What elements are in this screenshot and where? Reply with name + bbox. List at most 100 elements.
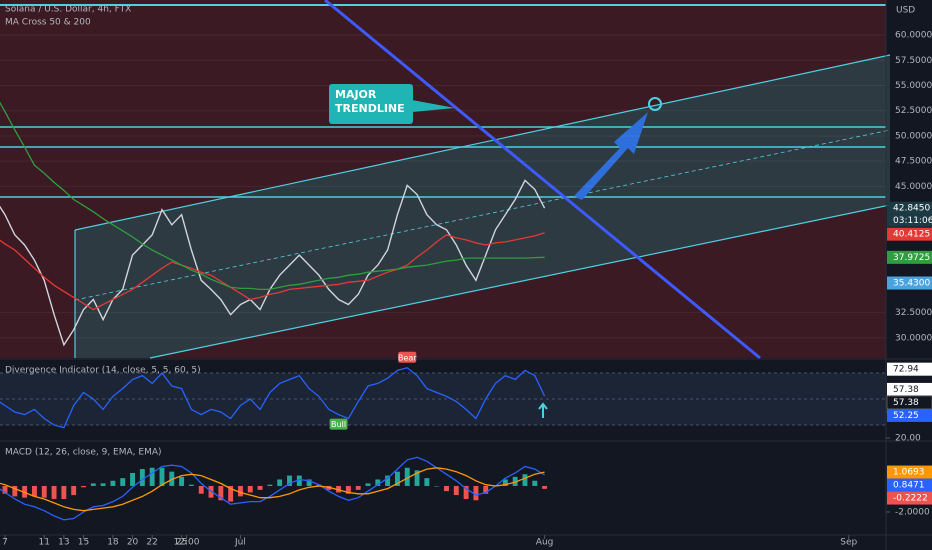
histogram-bar <box>365 483 371 486</box>
price-tag <box>887 250 932 264</box>
price-tag <box>887 382 932 396</box>
x-tick-label: Aug <box>536 538 554 548</box>
histogram-bar <box>542 485 548 489</box>
histogram-bar <box>110 480 116 486</box>
histogram-bar <box>139 469 145 486</box>
histogram-bar <box>179 476 185 486</box>
panel-title: Divergence Indicator (14, close, 5, 5, 6… <box>5 366 201 376</box>
histogram-bar <box>90 483 96 486</box>
y-tick-label: 57.5000 <box>895 56 932 66</box>
histogram-bar <box>100 483 106 486</box>
series-line <box>0 367 546 429</box>
trendline <box>324 0 761 360</box>
price-tag-label: 1.0693 <box>893 468 925 478</box>
price-tag <box>887 362 932 376</box>
histogram-bar <box>345 485 351 494</box>
histogram-bar <box>355 485 361 490</box>
series-line <box>0 232 545 311</box>
y-tick-label: 32.5000 <box>895 308 932 318</box>
histogram-bar <box>434 485 440 487</box>
histogram-bar <box>277 479 283 486</box>
price-tag-label: 72.94 <box>893 365 919 375</box>
annotation: MAJOR TRENDLINE <box>329 84 413 124</box>
price-tag-label: 57.38 <box>893 398 919 408</box>
x-tick-label: 12:00 <box>174 538 200 548</box>
histogram-bar <box>306 479 312 486</box>
histogram-bar <box>453 485 459 496</box>
y-tick-label: 30.0000 <box>895 333 932 343</box>
target <box>648 97 662 111</box>
histogram-bar <box>473 485 479 501</box>
countdown: 03:11:06 <box>893 216 932 226</box>
y-tick-label: 45.0000 <box>895 182 932 192</box>
signal-bg <box>398 351 417 363</box>
price-tag-label: 40.4125 <box>893 230 930 240</box>
histogram-bar <box>159 467 165 486</box>
histogram-bar <box>512 476 518 486</box>
histogram-bar <box>336 485 342 493</box>
histogram-bar <box>463 485 469 499</box>
price-tag <box>887 227 932 241</box>
price-tag <box>887 465 932 479</box>
price-tag-label: 37.9725 <box>893 253 930 263</box>
signal-label: Bull <box>331 420 346 429</box>
histogram-bar <box>2 485 8 494</box>
histogram-bar <box>31 485 37 497</box>
histogram-bar <box>502 479 508 486</box>
histogram-bar <box>130 472 135 486</box>
channel-fill <box>75 55 890 358</box>
x-tick-label: Sep <box>840 538 857 548</box>
x-tick-label: 13 <box>58 538 69 548</box>
series-line <box>0 467 545 512</box>
histogram-bar <box>228 485 234 502</box>
histogram-bar <box>41 485 47 498</box>
price-tag <box>887 491 932 505</box>
y-tick-label: 55.0000 <box>895 81 932 91</box>
y-tick-label: 60.0000 <box>895 31 932 41</box>
x-tick-label: Jul <box>234 538 246 548</box>
y-tick-label: -2.0000 <box>895 507 930 517</box>
histogram-bar <box>424 478 430 486</box>
x-tick-label: 11 <box>39 538 50 548</box>
histogram-bar <box>120 478 126 486</box>
y-tick-label: 50.0000 <box>895 131 932 141</box>
histogram-bar <box>61 485 67 499</box>
panel-title: MACD (12, 26, close, 9, EMA, EMA) <box>5 448 162 458</box>
signal-label: Bear <box>398 353 417 362</box>
x-tick-label: 25 <box>176 538 187 548</box>
x-tick-label: 18 <box>107 538 119 548</box>
histogram-bar <box>257 485 263 490</box>
countdown-bg <box>887 214 932 227</box>
histogram-bar <box>522 474 528 486</box>
price-tag-label: 35.4300 <box>893 279 930 289</box>
histogram-bar <box>81 485 86 488</box>
y-tick-label: 47.5000 <box>895 157 932 167</box>
chart-title: Solana / U.S. Dollar, 4h, FTX <box>5 5 131 15</box>
histogram-bar <box>267 484 273 486</box>
histogram-bar <box>71 485 77 496</box>
y-tick-label: 52.5000 <box>895 106 932 116</box>
histogram-bar <box>385 475 391 486</box>
x-tick-label: 7 <box>2 538 8 548</box>
price-tag-label: -0.2222 <box>893 494 928 504</box>
histogram-bar <box>394 471 400 486</box>
histogram-bar <box>296 475 302 486</box>
histogram-bar <box>483 485 489 494</box>
histogram-bar <box>51 485 57 499</box>
y-tick-label: 20.00 <box>895 434 921 444</box>
channel-mid <box>74 129 891 301</box>
histogram-bar <box>414 470 420 486</box>
histogram-bar <box>532 480 538 486</box>
price-tag <box>887 201 932 215</box>
up-arrow <box>538 402 548 418</box>
price-tag-label: 0.8471 <box>893 481 925 491</box>
channel-bottom <box>149 204 891 359</box>
histogram-bar <box>198 485 204 494</box>
price-tag <box>887 408 932 422</box>
chart-subtitle: MA Cross 50 & 200 <box>5 18 91 28</box>
x-tick-label: 22 <box>146 538 157 548</box>
histogram-bar <box>218 485 224 501</box>
histogram-bar <box>12 485 18 497</box>
